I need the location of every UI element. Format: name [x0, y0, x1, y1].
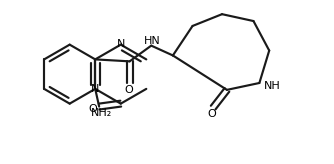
Text: O: O	[124, 85, 133, 95]
Text: NH: NH	[264, 81, 281, 91]
Text: N: N	[117, 39, 125, 49]
Text: O: O	[89, 103, 98, 113]
Text: N: N	[91, 84, 100, 94]
Text: O: O	[208, 109, 216, 119]
Text: NH₂: NH₂	[91, 108, 112, 118]
Text: HN: HN	[144, 36, 161, 46]
